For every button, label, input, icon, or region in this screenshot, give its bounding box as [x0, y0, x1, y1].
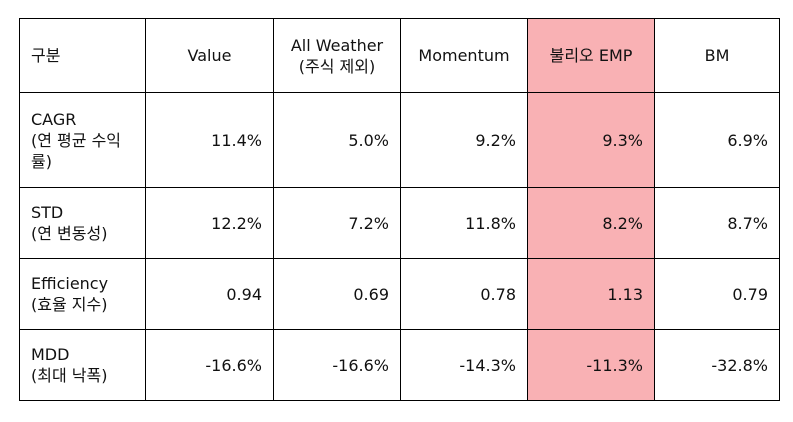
row-label-cagr: CAGR (연 평균 수익 률) — [19, 92, 146, 188]
row-label-line1: CAGR — [31, 109, 77, 129]
cell-all-weather: 7.2% — [273, 187, 401, 259]
cell-value: 11.4% — [145, 92, 274, 188]
header-category: 구분 — [19, 18, 146, 93]
cell-momentum: -14.3% — [400, 329, 528, 401]
row-label-mdd: MDD (최대 낙폭) — [19, 329, 146, 401]
row-label-line1: Efficiency — [31, 274, 109, 293]
header-bullio-emp: 불리오 EMP — [527, 18, 655, 93]
cell-bm: -32.8% — [654, 329, 780, 401]
row-label-std: STD (연 변동성) — [19, 187, 146, 259]
table-row-std: STD (연 변동성) 12.2% 7.2% 11.8% 8.2% 8.7% — [19, 187, 780, 259]
row-label-line2: (연 변동성) — [31, 224, 108, 243]
cell-all-weather: 5.0% — [273, 92, 401, 188]
header-all-weather: All Weather (주식 제외) — [273, 18, 401, 93]
row-label-line1: STD — [31, 203, 64, 222]
header-value: Value — [145, 18, 274, 93]
cell-value: -16.6% — [145, 329, 274, 401]
cell-momentum: 11.8% — [400, 187, 528, 259]
header-all-weather-line1: All Weather — [290, 35, 384, 55]
header-value-text: Value — [187, 46, 232, 65]
cell-value: 12.2% — [145, 187, 274, 259]
performance-table: 구분 Value All Weather (주식 제외) Momentum 불리… — [19, 18, 780, 401]
cell-bm: 0.79 — [654, 258, 780, 330]
header-all-weather-line2: (주식 제외) — [298, 56, 376, 76]
table-row-efficiency: Efficiency (효율 지수) 0.94 0.69 0.78 1.13 0… — [19, 258, 780, 330]
cell-value: 0.94 — [145, 258, 274, 330]
cell-bullio-emp: 8.2% — [527, 187, 655, 259]
row-label-efficiency: Efficiency (효율 지수) — [19, 258, 146, 330]
table-row-mdd: MDD (최대 낙폭) -16.6% -16.6% -14.3% -11.3% … — [19, 329, 780, 401]
row-label-line2: (연 평균 수익 — [31, 130, 122, 150]
cell-bullio-emp: -11.3% — [527, 329, 655, 401]
header-momentum: Momentum — [400, 18, 528, 93]
cell-bm: 8.7% — [654, 187, 780, 259]
row-label-line3: 률) — [31, 151, 52, 171]
cell-bm: 6.9% — [654, 92, 780, 188]
cell-all-weather: -16.6% — [273, 329, 401, 401]
cell-momentum: 0.78 — [400, 258, 528, 330]
cell-momentum: 9.2% — [400, 92, 528, 188]
header-row: 구분 Value All Weather (주식 제외) Momentum 불리… — [19, 18, 780, 93]
row-label-line1: MDD — [31, 345, 70, 364]
header-bullio-emp-text: 불리오 EMP — [549, 46, 633, 65]
table-row-cagr: CAGR (연 평균 수익 률) 11.4% 5.0% 9.2% 9.3% 6.… — [19, 92, 780, 188]
header-momentum-text: Momentum — [418, 46, 510, 65]
row-label-line2: (최대 낙폭) — [31, 366, 108, 385]
cell-bullio-emp: 1.13 — [527, 258, 655, 330]
header-category-text: 구분 — [31, 46, 61, 65]
header-bm-text: BM — [704, 46, 730, 65]
header-bm: BM — [654, 18, 780, 93]
cell-all-weather: 0.69 — [273, 258, 401, 330]
row-label-line2: (효율 지수) — [31, 295, 108, 314]
cell-bullio-emp: 9.3% — [527, 92, 655, 188]
